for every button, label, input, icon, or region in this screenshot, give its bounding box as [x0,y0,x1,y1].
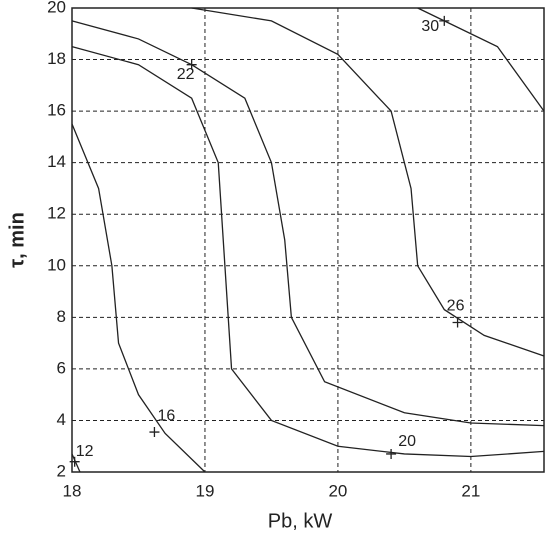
y-tick-label: 6 [57,358,66,377]
y-tick-label: 16 [47,101,66,120]
contour-line [191,7,545,357]
x-tick-label: 19 [195,481,214,500]
contour-line [71,123,206,473]
contour-line [71,46,545,458]
x-tick-label: 20 [328,481,347,500]
y-tick-label: 12 [47,204,66,223]
contour-marker [439,15,450,26]
contour-label: 30 [421,18,439,35]
plot-frame [71,7,545,473]
y-axis-label: τ, min [6,212,28,268]
y-tick-label: 8 [57,307,66,326]
contour-marker [452,317,463,328]
contour-label: 20 [398,433,416,450]
y-tick-label: 2 [57,461,66,480]
y-tick-label: 4 [57,410,66,429]
y-tick-label: 18 [47,49,66,68]
contour-label: 22 [177,66,195,83]
contour-line [417,7,545,112]
y-tick-label: 14 [47,152,66,171]
contour-marker [149,427,160,438]
contour-marker [69,456,80,467]
contour-label: 26 [447,298,465,315]
y-tick-label: 20 [47,0,66,16]
contour-line [71,453,81,473]
contour-label: 12 [76,443,94,460]
x-axis-label: Pb, kW [268,510,333,532]
contour-marker [186,59,197,70]
contour-label: 16 [158,407,176,424]
y-tick-label: 10 [47,255,66,274]
contour-marker [386,448,397,459]
contour-line [71,20,545,427]
x-tick-label: 21 [461,481,480,500]
x-tick-label: 18 [63,481,82,500]
